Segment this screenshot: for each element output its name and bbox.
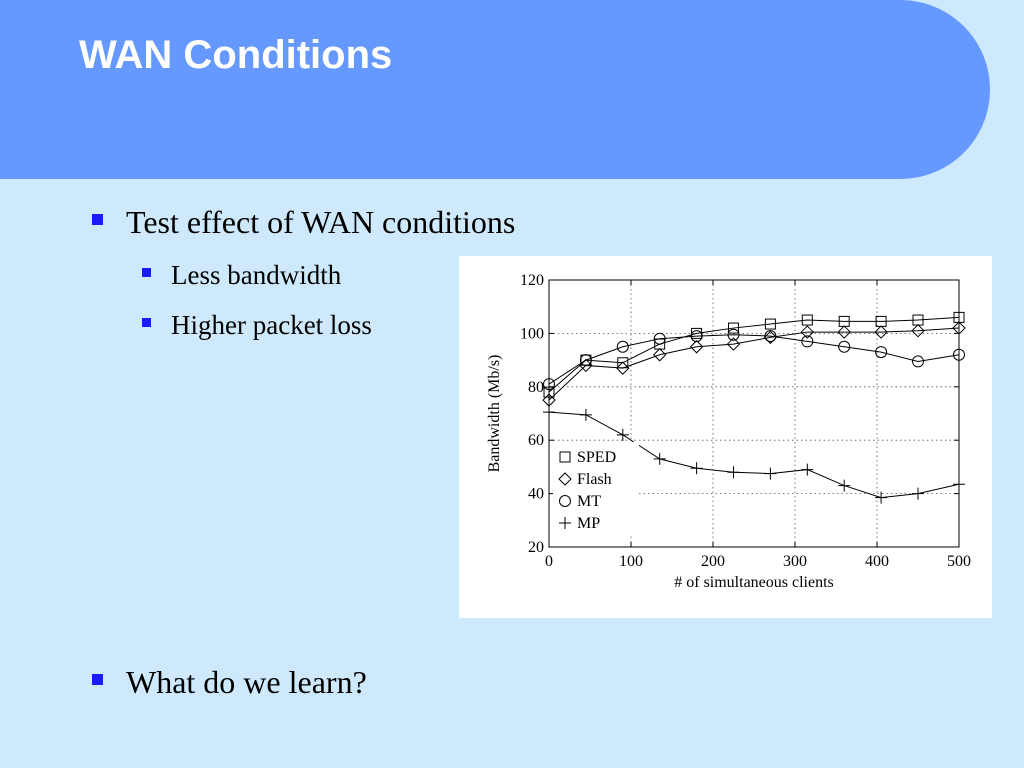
y-tick-label: 120 <box>520 272 544 289</box>
y-axis-label: Bandwidth (Mb/s) <box>486 355 503 473</box>
y-tick-label: 80 <box>528 379 544 396</box>
x-tick-label: 100 <box>619 553 643 570</box>
legend-marker-sped <box>559 451 571 463</box>
bullet-text: Test effect of WAN conditions <box>126 204 516 240</box>
x-axis-label: # of simultaneous clients <box>674 574 834 591</box>
data-point-mt <box>579 354 592 367</box>
chart-canvas: 0 100 200 300 400 500 20 40 60 80 100 120 # of simul… <box>486 272 971 591</box>
data-point-mt <box>543 378 555 391</box>
data-point-sped <box>764 318 776 330</box>
data-point-mt <box>875 346 888 359</box>
data-point-mp <box>838 479 851 492</box>
y-tick-label: 60 <box>528 432 544 449</box>
data-point-mt <box>727 328 740 341</box>
data-point-mp <box>616 428 629 441</box>
data-point-flash <box>911 324 925 338</box>
data-point-flash <box>542 393 556 407</box>
legend-marker-mt <box>559 495 571 507</box>
data-point-mp <box>801 463 814 476</box>
legend-marker-mp <box>559 517 571 529</box>
x-tick-label: 0 <box>545 553 553 570</box>
legend-label: Flash <box>577 471 612 488</box>
data-point-mp <box>912 487 924 500</box>
data-point-mp <box>764 467 777 480</box>
data-point-mp <box>727 466 740 479</box>
bullet-marker <box>92 674 103 685</box>
data-point-flash <box>952 321 966 335</box>
legend-label: MT <box>577 493 601 510</box>
slide-title: WAN Conditions <box>79 33 393 77</box>
y-tick-label: 100 <box>520 325 544 342</box>
data-point-mt <box>690 330 703 343</box>
data-point-mp <box>875 491 888 504</box>
data-point-mt <box>953 348 965 361</box>
data-point-mt <box>801 335 814 348</box>
data-point-mt <box>616 340 629 353</box>
series-line-flash <box>548 327 960 401</box>
data-point-mt <box>764 330 777 343</box>
data-point-flash <box>689 340 704 354</box>
data-point-flash <box>800 325 815 339</box>
x-tick-label: 300 <box>783 553 807 570</box>
data-point-mp <box>543 406 555 419</box>
series-line-mt <box>548 334 960 385</box>
data-point-flash <box>726 337 741 351</box>
data-point-sped <box>728 322 739 334</box>
data-point-mt <box>912 355 924 368</box>
bandwidth-chart: 0 100 200 300 400 500 20 40 60 80 100 120 # of simul… <box>459 256 992 618</box>
bullet-marker <box>142 318 151 327</box>
data-point-mp <box>953 478 965 491</box>
series-line-mp <box>548 411 960 499</box>
data-point-flash <box>837 325 851 339</box>
data-point-flash <box>874 325 888 339</box>
data-point-mp <box>579 408 592 421</box>
bullet-text: Higher packet loss <box>171 310 372 340</box>
x-tick-label: 200 <box>701 553 725 570</box>
bullet-text: Less bandwidth <box>171 260 342 290</box>
legend-marker-flash <box>558 472 572 486</box>
data-point-flash <box>616 361 630 375</box>
data-point-mp <box>653 452 666 465</box>
bullet-text: What do we learn? <box>126 664 367 700</box>
y-tick-label: 40 <box>528 486 544 503</box>
data-point-flash <box>652 348 667 362</box>
x-tick-label: 500 <box>947 553 971 570</box>
legend-label: MP <box>577 515 600 532</box>
header-band <box>0 0 990 179</box>
data-point-mt <box>838 340 851 353</box>
x-tick-label: 400 <box>865 553 889 570</box>
series-line-sped <box>548 316 960 393</box>
bullet-marker <box>142 268 151 277</box>
data-point-sped <box>543 386 555 398</box>
data-point-mt <box>653 332 666 345</box>
legend-label: SPED <box>577 449 616 466</box>
bullet-marker <box>92 214 103 225</box>
legend-background <box>553 442 639 536</box>
data-point-flash <box>763 330 778 345</box>
data-point-sped <box>801 314 813 326</box>
y-tick-label: 20 <box>528 539 544 556</box>
data-point-mp <box>690 462 703 475</box>
